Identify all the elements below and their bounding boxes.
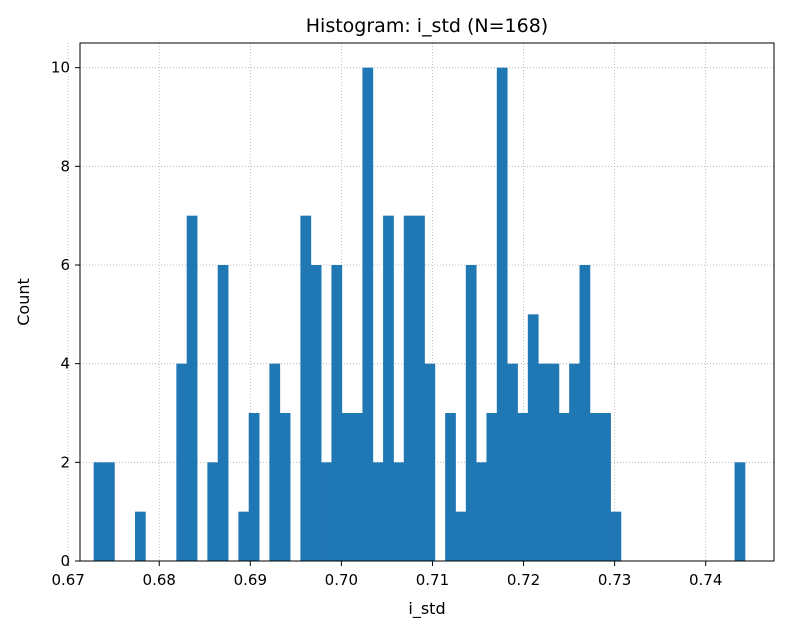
histogram-bar: [300, 215, 312, 561]
histogram-bar: [579, 265, 591, 561]
x-tick-label: 0.73: [598, 571, 631, 589]
histogram-bar: [238, 511, 250, 561]
histogram-bar: [486, 413, 498, 561]
histogram-bar: [103, 462, 115, 561]
x-tick-label: 0.72: [507, 571, 540, 589]
histogram-bar: [734, 462, 746, 561]
x-axis-label: i_std: [408, 599, 445, 619]
histogram-bars: [93, 67, 746, 562]
y-tick-label: 8: [60, 157, 70, 175]
histogram-bar: [589, 413, 601, 561]
histogram-bar: [383, 215, 394, 561]
x-tick-label: 0.69: [234, 571, 267, 589]
histogram-bar: [207, 462, 219, 561]
histogram-bar: [93, 462, 105, 561]
histogram-bar: [517, 413, 529, 561]
histogram-bar: [548, 363, 560, 561]
histogram-bar: [414, 215, 425, 561]
histogram-bar: [269, 363, 281, 561]
histogram-bar: [321, 462, 332, 561]
plot-frame: [79, 42, 775, 562]
histogram-bar: [393, 462, 405, 561]
histogram-bar: [186, 215, 198, 561]
y-tick-label: 2: [60, 453, 70, 471]
y-axis-label: Count: [14, 278, 33, 326]
histogram-bar: [331, 265, 343, 561]
histogram-bar: [476, 462, 487, 561]
histogram-bar: [176, 363, 188, 561]
histogram-bar: [424, 363, 436, 561]
histogram-bar: [310, 265, 322, 561]
x-tick-label: 0.71: [416, 571, 449, 589]
histogram-bar: [455, 511, 467, 561]
x-tick-label: 0.70: [325, 571, 358, 589]
y-tick-label: 6: [60, 256, 70, 274]
x-tick-label: 0.74: [689, 571, 722, 589]
histogram-bar: [341, 413, 353, 561]
histogram-bar: [569, 363, 580, 561]
histogram-bar: [558, 413, 570, 561]
histogram-bar: [507, 363, 518, 561]
histogram-bar: [135, 511, 146, 561]
chart-title: Histogram: i_std (N=168): [306, 15, 548, 37]
histogram-bar: [445, 413, 456, 561]
histogram-bar: [372, 462, 384, 561]
histogram-bar: [527, 314, 539, 561]
y-tick-label: 10: [51, 59, 70, 77]
histogram-bar: [538, 363, 549, 561]
x-tick-label: 0.67: [51, 571, 84, 589]
histogram-bar: [248, 413, 260, 561]
histogram-bar: [362, 67, 374, 562]
y-tick-label: 4: [60, 355, 70, 373]
histogram-bar: [217, 265, 229, 561]
histogram-bar: [403, 215, 415, 561]
x-tick-label: 0.68: [143, 571, 176, 589]
histogram-bar: [352, 413, 363, 561]
y-tick-label: 0: [60, 552, 70, 570]
histogram-bar: [600, 413, 611, 561]
histogram-bar: [465, 265, 477, 561]
histogram-bar: [496, 67, 508, 562]
histogram-bar: [279, 413, 291, 561]
x-axis-ticks: 0.67 0.68 0.69 0.70 0.71 0.72 0.73 0.74: [51, 561, 722, 589]
histogram-bar: [610, 511, 622, 561]
y-axis-ticks: 0 2 4 6 8 10: [51, 59, 80, 570]
